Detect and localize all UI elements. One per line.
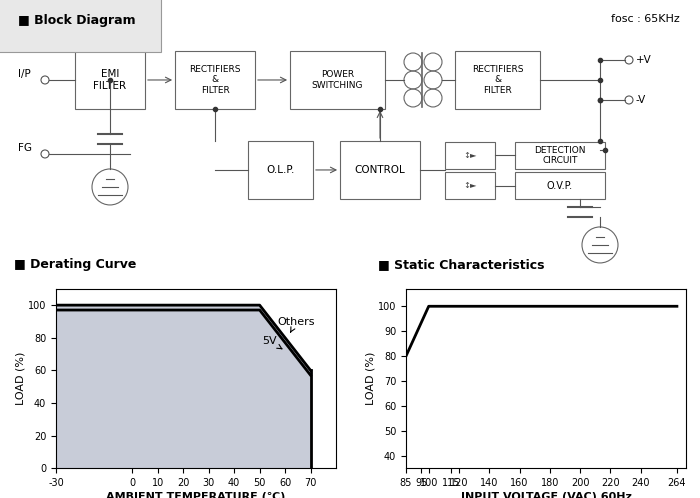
Bar: [75, 51, 145, 109]
Bar: [515, 142, 605, 169]
Text: -V: -V: [636, 95, 646, 105]
Text: RECTIFIERS
&
FILTER: RECTIFIERS & FILTER: [189, 65, 241, 95]
Text: ■ Static Characteristics: ■ Static Characteristics: [378, 258, 545, 271]
Text: I/P: I/P: [18, 69, 31, 79]
Text: CONTROL: CONTROL: [355, 165, 405, 175]
Bar: [340, 141, 420, 199]
Text: POWER
SWITCHING: POWER SWITCHING: [312, 70, 363, 90]
Polygon shape: [56, 305, 311, 468]
Text: ↕►: ↕►: [463, 151, 477, 160]
Text: FG: FG: [18, 143, 32, 153]
Y-axis label: LOAD (%): LOAD (%): [365, 352, 375, 405]
Text: O.L.P.: O.L.P.: [266, 165, 295, 175]
Text: DETECTION
CIRCUIT: DETECTION CIRCUIT: [534, 146, 586, 165]
Bar: [290, 51, 385, 109]
Bar: [248, 141, 313, 199]
Text: ↕►: ↕►: [463, 181, 477, 190]
Text: 5V: 5V: [262, 336, 282, 349]
Text: ■ Derating Curve: ■ Derating Curve: [14, 258, 136, 271]
Bar: [175, 51, 255, 109]
Bar: [455, 51, 540, 109]
Bar: [515, 172, 605, 199]
Text: RECTIFIERS
&
FILTER: RECTIFIERS & FILTER: [472, 65, 524, 95]
Text: +V: +V: [636, 55, 652, 65]
Text: O.V.P.: O.V.P.: [547, 181, 573, 191]
Text: EMI
FILTER: EMI FILTER: [93, 69, 127, 91]
X-axis label: AMBIENT TEMPERATURE (℃): AMBIENT TEMPERATURE (℃): [106, 492, 286, 498]
Text: fosc : 65KHz: fosc : 65KHz: [611, 14, 680, 24]
Text: Others: Others: [277, 317, 315, 332]
Bar: [445, 172, 495, 199]
X-axis label: INPUT VOLTAGE (VAC) 60Hz: INPUT VOLTAGE (VAC) 60Hz: [461, 492, 631, 498]
Text: ■ Block Diagram: ■ Block Diagram: [18, 14, 136, 27]
Bar: [445, 142, 495, 169]
Y-axis label: LOAD (%): LOAD (%): [15, 352, 25, 405]
